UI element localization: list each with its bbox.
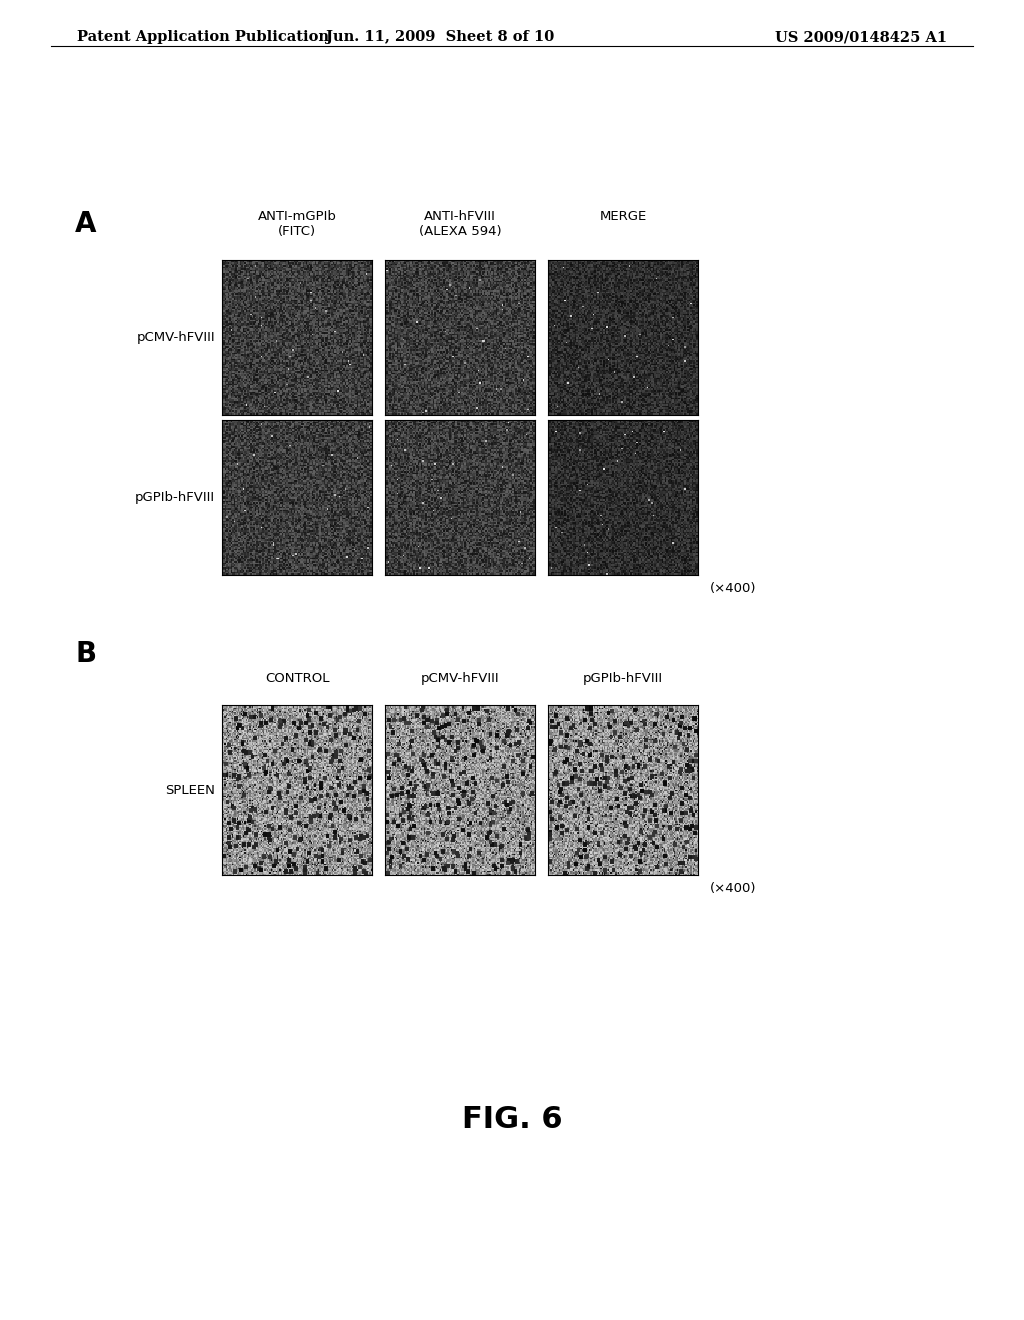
Text: US 2009/0148425 A1: US 2009/0148425 A1 [775,30,947,45]
Text: CONTROL: CONTROL [265,672,330,685]
Text: SPLEEN: SPLEEN [165,784,215,796]
Text: pGPIb-hFVIII: pGPIb-hFVIII [583,672,664,685]
Text: Jun. 11, 2009  Sheet 8 of 10: Jun. 11, 2009 Sheet 8 of 10 [327,30,554,45]
Text: A: A [75,210,96,238]
Text: pGPIb-hFVIII: pGPIb-hFVIII [135,491,215,504]
Text: (×400): (×400) [710,882,757,895]
Text: B: B [75,640,96,668]
Text: MERGE: MERGE [599,210,646,223]
Text: FIG. 6: FIG. 6 [462,1105,562,1134]
Text: ANTI-mGPIb
(FITC): ANTI-mGPIb (FITC) [258,210,337,238]
Text: pCMV-hFVIII: pCMV-hFVIII [136,331,215,345]
Text: Patent Application Publication: Patent Application Publication [77,30,329,45]
Text: (×400): (×400) [710,582,757,595]
Text: pCMV-hFVIII: pCMV-hFVIII [421,672,500,685]
Text: ANTI-hFVIII
(ALEXA 594): ANTI-hFVIII (ALEXA 594) [419,210,502,238]
